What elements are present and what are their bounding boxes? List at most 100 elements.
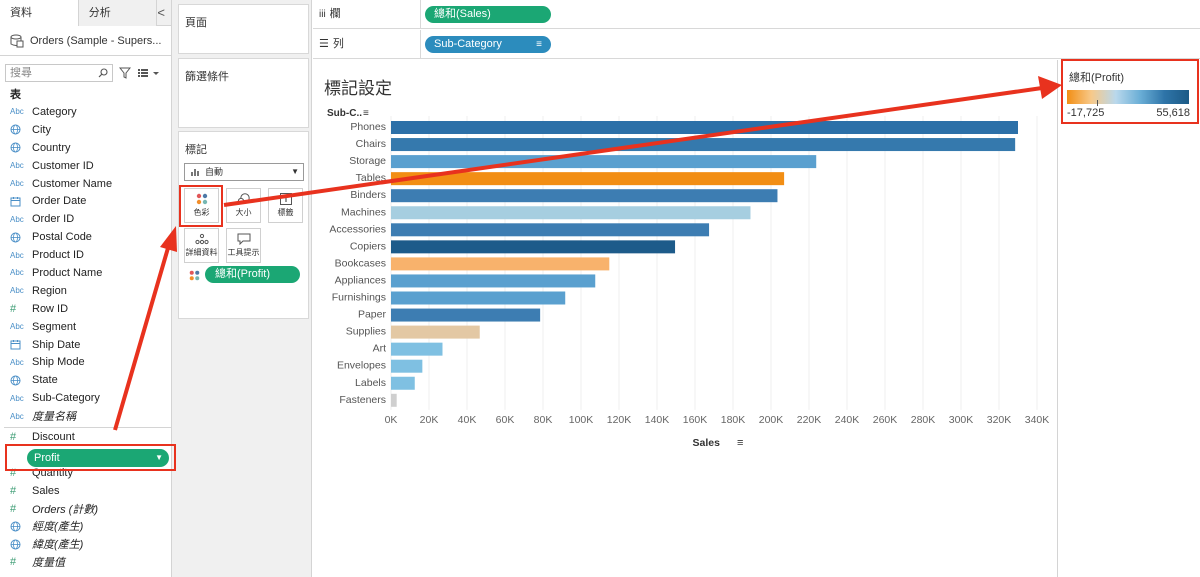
field-item[interactable]: 緯度(產生): [0, 535, 171, 553]
field-item[interactable]: Abc Region: [0, 282, 171, 300]
columns-label: 欄: [329, 8, 341, 20]
field-name: Postal Code: [32, 231, 92, 244]
marks-card: 標記 自動 ▼ 色彩 大小: [178, 131, 309, 319]
size-button[interactable]: 大小: [226, 188, 261, 223]
tab-data[interactable]: 資料: [0, 0, 79, 26]
field-item[interactable]: Country: [0, 139, 171, 157]
field-name: Quantity: [32, 466, 73, 479]
field-name: City: [32, 123, 51, 136]
marks-type-dropdown[interactable]: 自動 ▼: [184, 163, 304, 181]
field-item[interactable]: Abc Product Name: [0, 264, 171, 282]
field-item[interactable]: Abc Ship Mode: [0, 353, 171, 371]
field-item[interactable]: Abc Customer ID: [0, 157, 171, 175]
number-type-icon: #: [10, 502, 17, 515]
field-item[interactable]: Abc Order ID: [0, 210, 171, 228]
tooltip-button[interactable]: 工具提示: [226, 228, 261, 263]
field-item[interactable]: State: [0, 371, 171, 389]
bar-bookcases: [391, 257, 610, 271]
x-tick-label: 180K: [721, 414, 746, 426]
category-label: Machines: [341, 206, 386, 218]
collapse-pane-icon[interactable]: <: [157, 0, 171, 25]
field-item[interactable]: Abc Sub-Category: [0, 389, 171, 407]
field-item[interactable]: Abc Category: [0, 103, 171, 121]
search-icon[interactable]: [98, 68, 108, 78]
x-tick-label: 280K: [911, 414, 936, 426]
legend-underline: [1067, 122, 1189, 123]
filters-card[interactable]: 篩選條件: [178, 58, 309, 128]
bar-binders: [391, 189, 778, 203]
field-name: State: [32, 374, 58, 387]
globe-icon: [10, 521, 32, 532]
bar-chairs: [391, 138, 1016, 152]
search-box[interactable]: [5, 64, 113, 82]
data-source[interactable]: Orders (Sample - Supers...: [0, 26, 171, 56]
cards-pane: 頁面 篩選條件 標記 自動 ▼ 色彩: [172, 0, 312, 577]
category-label: Tables: [356, 172, 386, 184]
calendar-icon: [10, 339, 32, 350]
sort-icon: ≡: [737, 437, 743, 449]
field-name: Order Date: [32, 195, 87, 208]
pane-tabs: 資料 分析 <: [0, 0, 171, 26]
field-item[interactable]: Ship Date: [0, 336, 171, 354]
bar-art: [391, 342, 443, 356]
view-options-icon[interactable]: [137, 67, 161, 79]
columns-drop-zone[interactable]: 總和(Sales): [420, 0, 1200, 29]
dimension-list: Abc Category City Country Abc Customer ID Abc C…: [0, 103, 171, 425]
field-name: 度量名稱: [32, 411, 76, 424]
field-item[interactable]: # Sales: [0, 482, 171, 500]
field-name: Sales: [32, 484, 60, 497]
search-input[interactable]: [10, 67, 98, 79]
measure-list: # Discount # Profit # Quantity # Sales # Orders (…: [0, 428, 171, 571]
y-axis-header: Sub-C..: [327, 108, 362, 119]
columns-icon: iii: [319, 9, 326, 20]
sub-category-pill[interactable]: Sub-Category ≡: [425, 36, 551, 53]
field-item[interactable]: Order Date: [0, 192, 171, 210]
color-legend[interactable]: 總和(Profit) -17,725 55,618: [1059, 60, 1200, 577]
color-profit-pill[interactable]: 總和(Profit): [205, 266, 300, 283]
x-tick-label: 0K: [385, 414, 398, 426]
label-button[interactable]: 標籤: [268, 188, 303, 223]
pages-card[interactable]: 頁面: [178, 4, 309, 54]
sort-icon[interactable]: ≡: [536, 39, 542, 50]
x-tick-label: 260K: [873, 414, 898, 426]
chevron-down-icon[interactable]: ▼: [155, 453, 163, 462]
tooltip-icon: [237, 233, 250, 245]
tab-analytics[interactable]: 分析: [78, 0, 158, 26]
field-item[interactable]: # Discount: [0, 428, 171, 446]
field-item[interactable]: # 度量值: [0, 553, 171, 571]
marks-type-value: 自動: [205, 167, 224, 177]
field-name: 經度(產生): [32, 521, 84, 534]
field-item[interactable]: Postal Code: [0, 228, 171, 246]
field-item[interactable]: Abc Segment: [0, 318, 171, 336]
field-name: Product Name: [32, 266, 103, 279]
field-item[interactable]: City: [0, 121, 171, 139]
sub-category-pill-label: Sub-Category: [434, 38, 502, 50]
field-item[interactable]: Abc Customer Name: [0, 175, 171, 193]
globe-icon: [10, 539, 32, 550]
color-button[interactable]: 色彩: [184, 188, 219, 223]
rows-drop-zone[interactable]: Sub-Category ≡: [420, 30, 1200, 59]
globe-icon: [10, 375, 32, 386]
category-label: Paper: [358, 309, 387, 321]
bar-chart-icon: [191, 169, 199, 176]
legend-zero-tick: [1097, 100, 1098, 106]
category-label: Binders: [350, 189, 386, 201]
field-item[interactable]: Abc 度量名稱: [0, 407, 171, 425]
sum-sales-pill[interactable]: 總和(Sales): [425, 6, 551, 23]
field-item[interactable]: Abc Product ID: [0, 246, 171, 264]
bar-copiers: [391, 240, 676, 254]
filter-icon[interactable]: [119, 67, 131, 79]
field-item[interactable]: # Orders (計數): [0, 500, 171, 518]
field-item[interactable]: 經度(產生): [0, 517, 171, 535]
bar-storage: [391, 155, 817, 169]
legend-max: 55,618: [1156, 107, 1190, 119]
detail-button-label: 詳細資料: [185, 248, 218, 257]
field-item[interactable]: # Row ID: [0, 300, 171, 318]
bar-paper: [391, 308, 541, 322]
detail-button[interactable]: 詳細資料: [184, 228, 219, 263]
size-icon: [237, 193, 250, 205]
profit-pill-label: Profit: [34, 452, 60, 464]
rows-shelf-label: ☰ 列: [319, 30, 419, 59]
profit-field-pill[interactable]: Profit ▼: [27, 449, 169, 467]
string-type-icon: Abc: [10, 250, 24, 260]
